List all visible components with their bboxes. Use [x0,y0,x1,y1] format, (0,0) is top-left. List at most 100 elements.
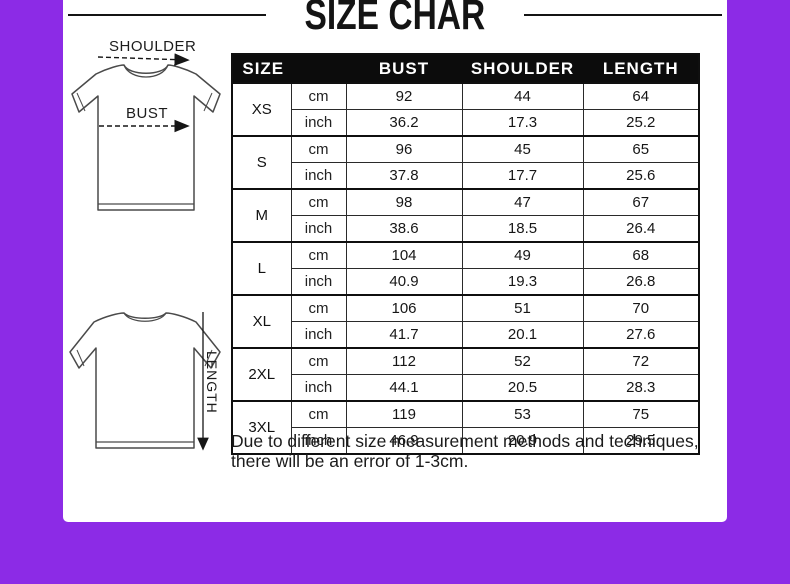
value-cell: 17.3 [461,109,584,137]
value-cell: 27.6 [582,321,700,349]
unit-label-inch: inch [290,374,347,402]
unit-label-inch: inch [290,162,347,190]
value-cell: 96 [345,135,463,163]
table-header-row: SIZE BUST SHOULDER LENGTH [231,53,700,84]
value-cell: 25.6 [582,162,700,190]
size-row-XS-inch: inch 36.2 17.3 25.2 [232,109,700,137]
unit-label-inch: inch [290,321,347,349]
unit-label-cm: cm [290,294,347,322]
tshirt-back-diagram [69,312,221,451]
value-cell: 26.4 [582,215,700,243]
title-divider-left [68,14,267,16]
value-cell: 75 [582,400,700,428]
size-row-2XL-inch: inch 44.1 20.5 28.3 [232,374,700,402]
value-cell: 64 [582,82,700,110]
value-cell: 119 [345,400,463,428]
unit-label-inch: inch [290,427,347,455]
value-cell: 92 [345,82,463,110]
unit-label-cm: cm [290,135,347,163]
unit-label-cm: cm [290,241,347,269]
size-row-3XL-inch: inch 46.9 20.9 29.5 [232,427,700,455]
value-cell: 70 [582,294,700,322]
value-cell: 28.3 [582,374,700,402]
size-row-XS-cm: XS cm 92 44 64 [231,82,700,137]
size-row-L-inch: inch 40.9 19.3 26.8 [232,268,700,296]
value-cell: 44.1 [345,374,463,402]
value-cell: 36.2 [345,109,463,137]
bust-measure-label: BUST [126,105,169,122]
value-cell: 19.3 [461,268,584,296]
value-cell: 65 [582,135,700,163]
tshirt-front-diagram [71,53,221,211]
size-row-2XL-cm: 2XL cm 112 52 72 [231,347,700,402]
unit-label-inch: inch [290,215,347,243]
unit-label-cm: cm [290,82,347,110]
value-cell: 46.9 [345,427,463,455]
value-cell: 53 [461,400,584,428]
size-row-3XL-cm: 3XL cm 119 53 75 [231,400,700,455]
size-row-XL-inch: inch 41.7 20.1 27.6 [232,321,700,349]
measurement-note: Due to different size measurement method… [231,431,699,472]
size-label-XS: XS [231,82,292,137]
value-cell: 98 [345,188,463,216]
size-row-S-inch: inch 37.8 17.7 25.6 [232,162,700,190]
value-cell: 104 [345,241,463,269]
size-label-S: S [231,135,292,190]
value-cell: 49 [461,241,584,269]
value-cell: 20.9 [461,427,584,455]
value-cell: 26.8 [582,268,700,296]
shoulder-arrow [97,53,190,66]
value-cell: 29.5 [582,427,700,455]
unit-label-inch: inch [290,109,347,137]
header-shoulder: SHOULDER [461,53,584,84]
value-cell: 52 [461,347,584,375]
unit-label-cm: cm [290,188,347,216]
shoulder-measure-label: SHOULDER [109,38,197,55]
value-cell: 51 [461,294,584,322]
size-label-XL: XL [231,294,292,349]
size-label-2XL: 2XL [231,347,292,402]
size-label-M: M [231,188,292,243]
page-title: SIZE CHAR [304,0,486,39]
value-cell: 38.6 [345,215,463,243]
value-cell: 41.7 [345,321,463,349]
value-cell: 72 [582,347,700,375]
size-chart-card: SIZE CHAR SHOULDER BUST [63,0,727,522]
collar-line-back [123,312,167,322]
unit-label-inch: inch [290,268,347,296]
value-cell: 25.2 [582,109,700,137]
value-cell: 20.5 [461,374,584,402]
value-cell: 44 [461,82,584,110]
title-row: SIZE CHAR [68,0,723,42]
value-cell: 68 [582,241,700,269]
value-cell: 20.1 [461,321,584,349]
size-row-XL-cm: XL cm 106 51 70 [231,294,700,349]
tshirt-back-outline [69,312,221,449]
header-bust: BUST [345,53,463,84]
length-measure-label: LENGTH [204,351,220,414]
value-cell: 112 [345,347,463,375]
collar-line [123,64,169,78]
sleeve-seams [76,92,213,112]
title-divider-right [523,14,723,16]
size-row-M-inch: inch 38.6 18.5 26.4 [232,215,700,243]
value-cell: 40.9 [345,268,463,296]
unit-label-cm: cm [290,400,347,428]
header-size: SIZE [231,53,347,84]
size-label-L: L [231,241,292,296]
value-cell: 18.5 [461,215,584,243]
header-length: LENGTH [582,53,700,84]
value-cell: 106 [345,294,463,322]
tshirt-front-outline [71,64,221,211]
value-cell: 37.8 [345,162,463,190]
value-cell: 17.7 [461,162,584,190]
size-table: SIZE BUST SHOULDER LENGTH XS cm 92 44 64 inch… [231,53,701,455]
value-cell: 45 [461,135,584,163]
sleeve-seams-back [76,349,213,367]
value-cell: 67 [582,188,700,216]
